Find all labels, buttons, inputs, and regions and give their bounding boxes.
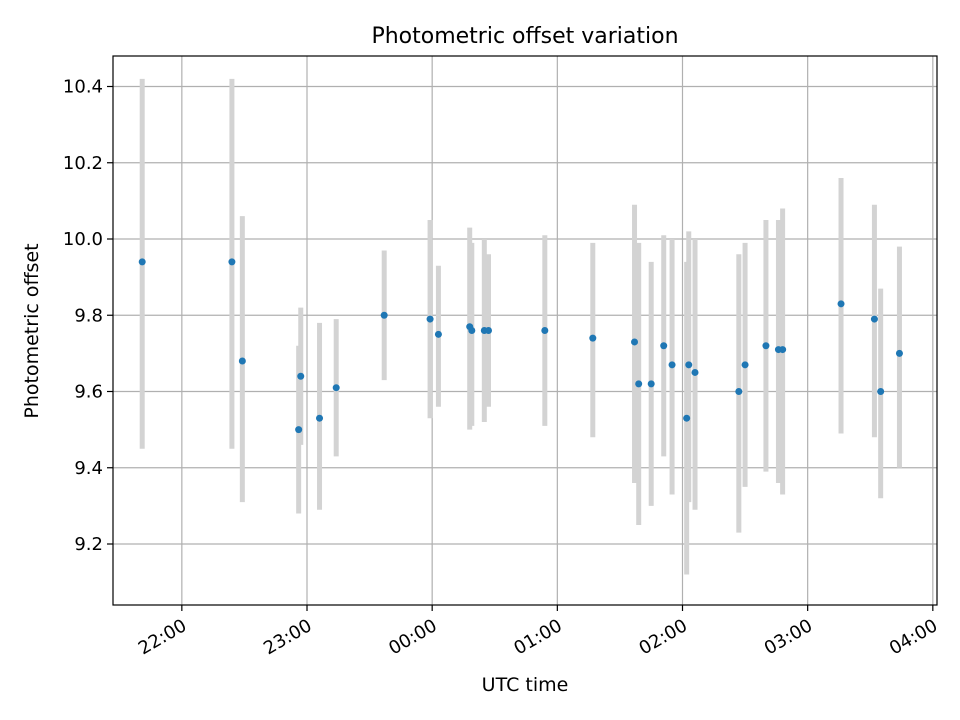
- data-point: [228, 258, 236, 266]
- data-point: [870, 315, 878, 323]
- data-point: [380, 311, 388, 319]
- data-point: [631, 338, 639, 346]
- data-point: [434, 330, 442, 338]
- data-point: [635, 380, 643, 388]
- data-point: [895, 349, 903, 357]
- data-point: [647, 380, 655, 388]
- data-point: [316, 414, 324, 422]
- y-tick-label: 9.2: [74, 534, 103, 555]
- y-axis-ticks: 9.2 9.4 9.6 9.8 10.0 10.2 10.4: [63, 77, 113, 555]
- data-point: [741, 361, 749, 369]
- data-point: [762, 342, 770, 350]
- y-axis-label: Photometric offset: [21, 243, 43, 418]
- data-point: [683, 414, 691, 422]
- y-tick-label: 9.6: [74, 382, 103, 403]
- data-point: [589, 334, 597, 342]
- data-point: [297, 372, 305, 380]
- data-point: [295, 426, 303, 434]
- y-tick-label: 10.0: [63, 229, 103, 250]
- data-point: [238, 357, 246, 365]
- chart-title: Photometric offset variation: [371, 24, 678, 49]
- data-point: [332, 384, 340, 392]
- data-point: [426, 315, 434, 323]
- y-tick-label: 9.4: [74, 458, 103, 479]
- data-point: [691, 368, 699, 376]
- data-point: [138, 258, 146, 266]
- data-point: [541, 327, 549, 334]
- y-tick-label: 10.4: [63, 77, 103, 98]
- data-point: [877, 388, 885, 395]
- data-point: [685, 361, 693, 369]
- data-point: [837, 300, 845, 308]
- y-tick-label: 9.8: [74, 305, 103, 326]
- data-point: [660, 342, 668, 350]
- y-tick-label: 10.2: [63, 153, 103, 174]
- data-points: [138, 258, 903, 434]
- x-axis-label: UTC time: [482, 674, 569, 696]
- data-point: [779, 346, 787, 354]
- data-point: [468, 327, 476, 334]
- plot-frame: [112, 55, 938, 606]
- data-point: [668, 361, 676, 369]
- data-point: [735, 388, 743, 395]
- data-point: [484, 327, 492, 334]
